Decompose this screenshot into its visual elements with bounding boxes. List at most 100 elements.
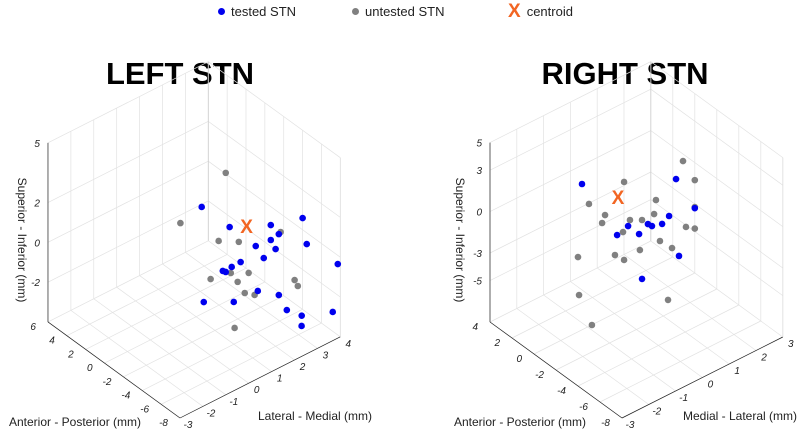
- untested-point: [245, 269, 252, 277]
- back-wall-gridline: [489, 88, 651, 171]
- z-tick-label: 5: [476, 139, 482, 150]
- z-tick-label: 3: [476, 166, 482, 177]
- untested-point: [574, 253, 582, 261]
- floor-gridline: [85, 267, 247, 350]
- tested-point: [200, 298, 208, 306]
- left-stn-plot: LEFT STN 5 2 0 -2 6 4 2 0 -2 -4 -6 -8 -3 -2 -1 0 1 2 3 4 Sup…: [9, 56, 372, 431]
- x-tick-label: 2: [299, 362, 306, 373]
- tested-point: [329, 308, 337, 316]
- untested-point: [682, 223, 690, 231]
- back-wall-gridline: [47, 160, 209, 243]
- tested-point: [298, 322, 305, 330]
- z-tick-label: 2: [33, 199, 40, 210]
- floor-gridline: [577, 304, 739, 387]
- tested-point: [675, 252, 683, 260]
- back-wall-gridline: [47, 121, 209, 203]
- legend-item-centroid: X centroid: [508, 0, 573, 22]
- right-plot-title: RIGHT STN: [541, 56, 708, 91]
- y-tick-label: -2: [535, 370, 544, 381]
- untested-point: [636, 246, 644, 254]
- z-tick-label: 0: [34, 238, 40, 249]
- untested-point: [611, 251, 619, 259]
- untested-point: [691, 225, 699, 232]
- y-tick-label: -2: [103, 377, 112, 388]
- untested-point: [656, 237, 664, 245]
- back-wall-gridline: [489, 171, 651, 254]
- right-stn-plot: RIGHT STN 5 3 0 -3 -5 4 2 0 -2 -4 -6 -8 -3 -2 -1 0 1 2 3 Su…: [453, 56, 797, 431]
- tested-point: [283, 306, 291, 314]
- floor-gridline: [66, 254, 228, 336]
- x-tick-label: 3: [788, 339, 794, 350]
- untested-point: [679, 157, 687, 165]
- x-tick-label: 2: [760, 353, 767, 364]
- y-axis-line: [47, 321, 181, 419]
- untested-point: [620, 256, 628, 264]
- y-axis-label: Anterior - Posterior (mm): [9, 415, 141, 429]
- x-tick-label: 4: [346, 339, 352, 350]
- floor-gridline: [70, 310, 204, 407]
- legend-label-untested: untested STN: [365, 4, 445, 19]
- x-tick-label: -1: [229, 397, 238, 408]
- y-tick-label: 0: [516, 354, 522, 365]
- untested-point: [227, 269, 235, 277]
- y-tick-label: -8: [159, 418, 168, 429]
- untested-point: [691, 176, 699, 184]
- floor-gridline: [47, 240, 209, 323]
- x-tick-label: -3: [626, 420, 635, 431]
- centroid-x-icon: X: [508, 0, 521, 22]
- centroid-marker: X: [240, 217, 253, 238]
- side-wall-gridline: [208, 160, 341, 258]
- x-axis-label: Lateral - Medial (mm): [258, 409, 372, 423]
- untested-point: [652, 196, 660, 204]
- untested-point: [619, 228, 627, 236]
- tested-point: [303, 240, 311, 248]
- floor-gridline: [139, 275, 272, 372]
- legend-item-tested: tested STN: [218, 4, 296, 19]
- y-tick-label: 0: [87, 363, 93, 374]
- tested-point: [672, 175, 680, 183]
- gray-dot-icon: [352, 8, 359, 15]
- floor-gridline: [160, 322, 322, 405]
- x-axis-line: [621, 336, 783, 419]
- untested-point: [215, 237, 222, 245]
- tested-point: [578, 180, 586, 188]
- tested-point: [267, 236, 275, 244]
- x-tick-label: 0: [254, 385, 260, 396]
- x-axis-label: Medial - Lateral (mm): [683, 409, 797, 423]
- side-wall-gridline: [650, 171, 784, 269]
- y-axis-label: Anterior - Posterior (mm): [454, 415, 586, 429]
- z-tick-label: 5: [34, 139, 40, 150]
- untested-point: [235, 238, 243, 246]
- y-tick-label: -6: [579, 402, 588, 413]
- tested-point: [298, 312, 306, 319]
- tested-point: [658, 220, 666, 228]
- x-tick-label: -2: [206, 408, 215, 419]
- back-wall-gridline: [489, 61, 651, 143]
- x-axis-line: [179, 336, 341, 419]
- y-tick-label: -6: [140, 404, 149, 415]
- legend-item-untested: untested STN: [352, 4, 445, 19]
- tested-point: [228, 263, 235, 271]
- tested-point: [638, 275, 646, 283]
- untested-point: [668, 244, 676, 252]
- tested-point: [648, 222, 656, 230]
- tested-point: [665, 212, 673, 220]
- y-tick-label: -4: [557, 386, 566, 397]
- y-tick-label: 4: [472, 322, 478, 333]
- tested-point: [613, 231, 621, 239]
- tested-point: [260, 254, 268, 262]
- untested-point: [601, 211, 609, 219]
- side-wall-gridline: [208, 61, 341, 158]
- y-tick-label: 2: [67, 349, 74, 360]
- z-tick-label: -3: [473, 249, 482, 260]
- z-axis-label: Superior - Inferior (mm): [15, 178, 29, 303]
- y-axis-line: [489, 321, 623, 419]
- floor-gridline: [511, 256, 673, 339]
- z-axis-label: Superior - Inferior (mm): [453, 178, 467, 303]
- tested-point: [691, 204, 699, 212]
- untested-point: [650, 210, 658, 218]
- x-tick-label: -3: [184, 420, 193, 431]
- z-tick-label: 0: [476, 208, 482, 219]
- side-wall-gridline: [650, 61, 784, 158]
